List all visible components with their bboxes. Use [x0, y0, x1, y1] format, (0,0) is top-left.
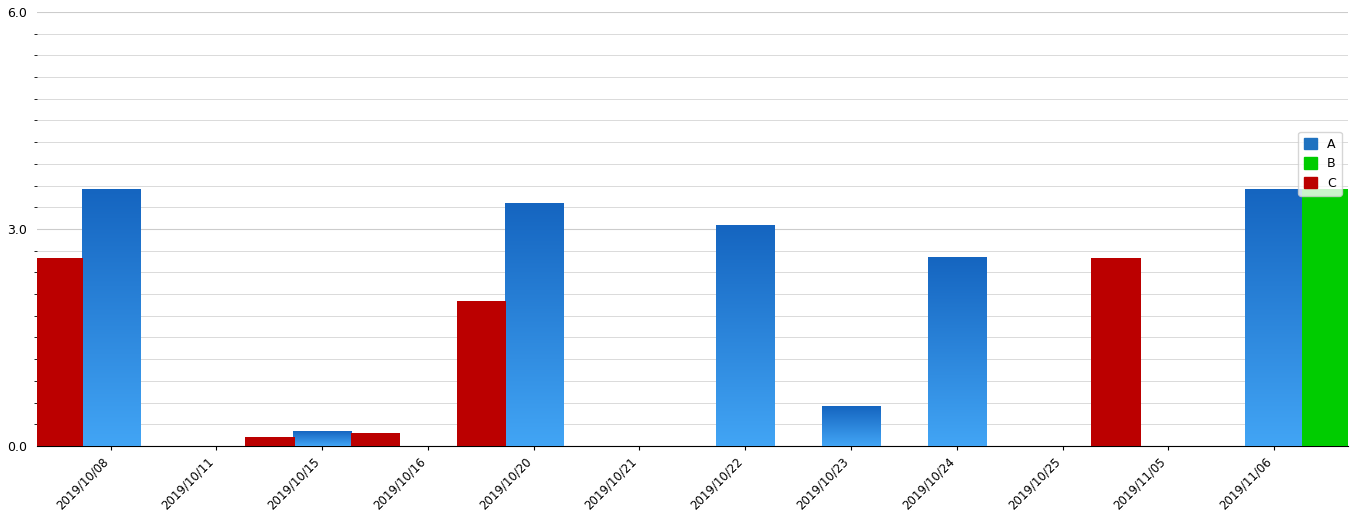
Legend: A, B, C: A, B, C — [1298, 132, 1341, 196]
Bar — [457, 301, 507, 446]
Bar — [1302, 189, 1351, 446]
Bar — [351, 433, 400, 446]
Bar — [245, 437, 294, 446]
Bar — [34, 258, 83, 446]
Bar — [1091, 258, 1141, 446]
